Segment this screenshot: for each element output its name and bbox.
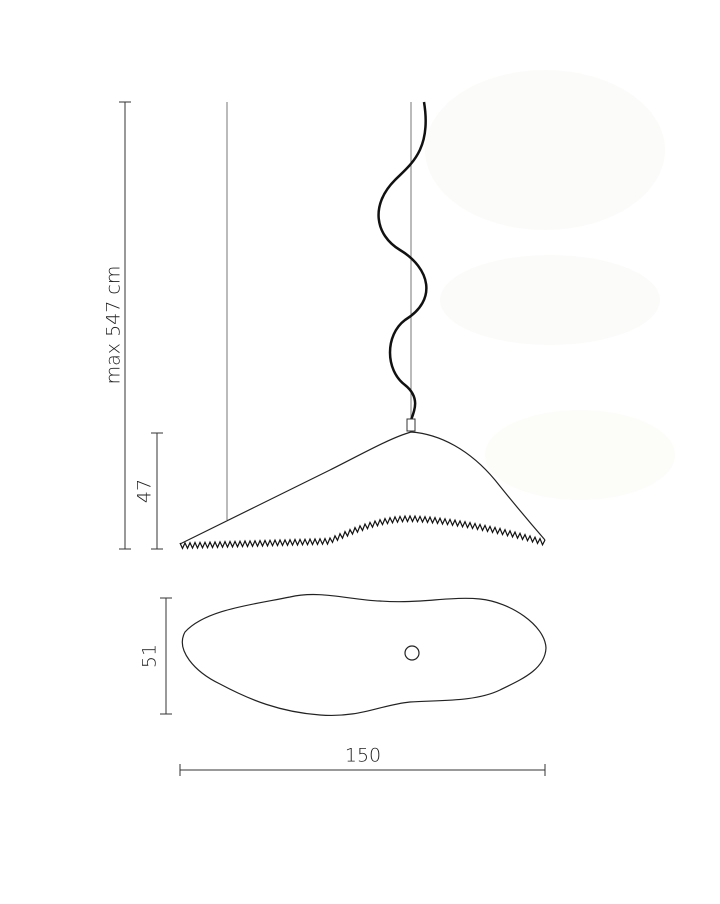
background-shape xyxy=(485,410,675,500)
cable-hole xyxy=(404,645,420,661)
background-shape xyxy=(440,255,660,345)
shade-fringe xyxy=(179,514,546,550)
power-cable xyxy=(377,101,428,421)
canopy-connector xyxy=(406,418,416,432)
shade-profile xyxy=(179,431,546,545)
shade-height-label: 47 xyxy=(134,479,156,503)
overall-height-label: max 547 cm xyxy=(103,266,125,385)
background-shape xyxy=(425,70,665,230)
shade-width-label: 150 xyxy=(345,745,381,767)
shade-top-view xyxy=(181,593,547,717)
shade-depth-label: 51 xyxy=(139,644,161,668)
